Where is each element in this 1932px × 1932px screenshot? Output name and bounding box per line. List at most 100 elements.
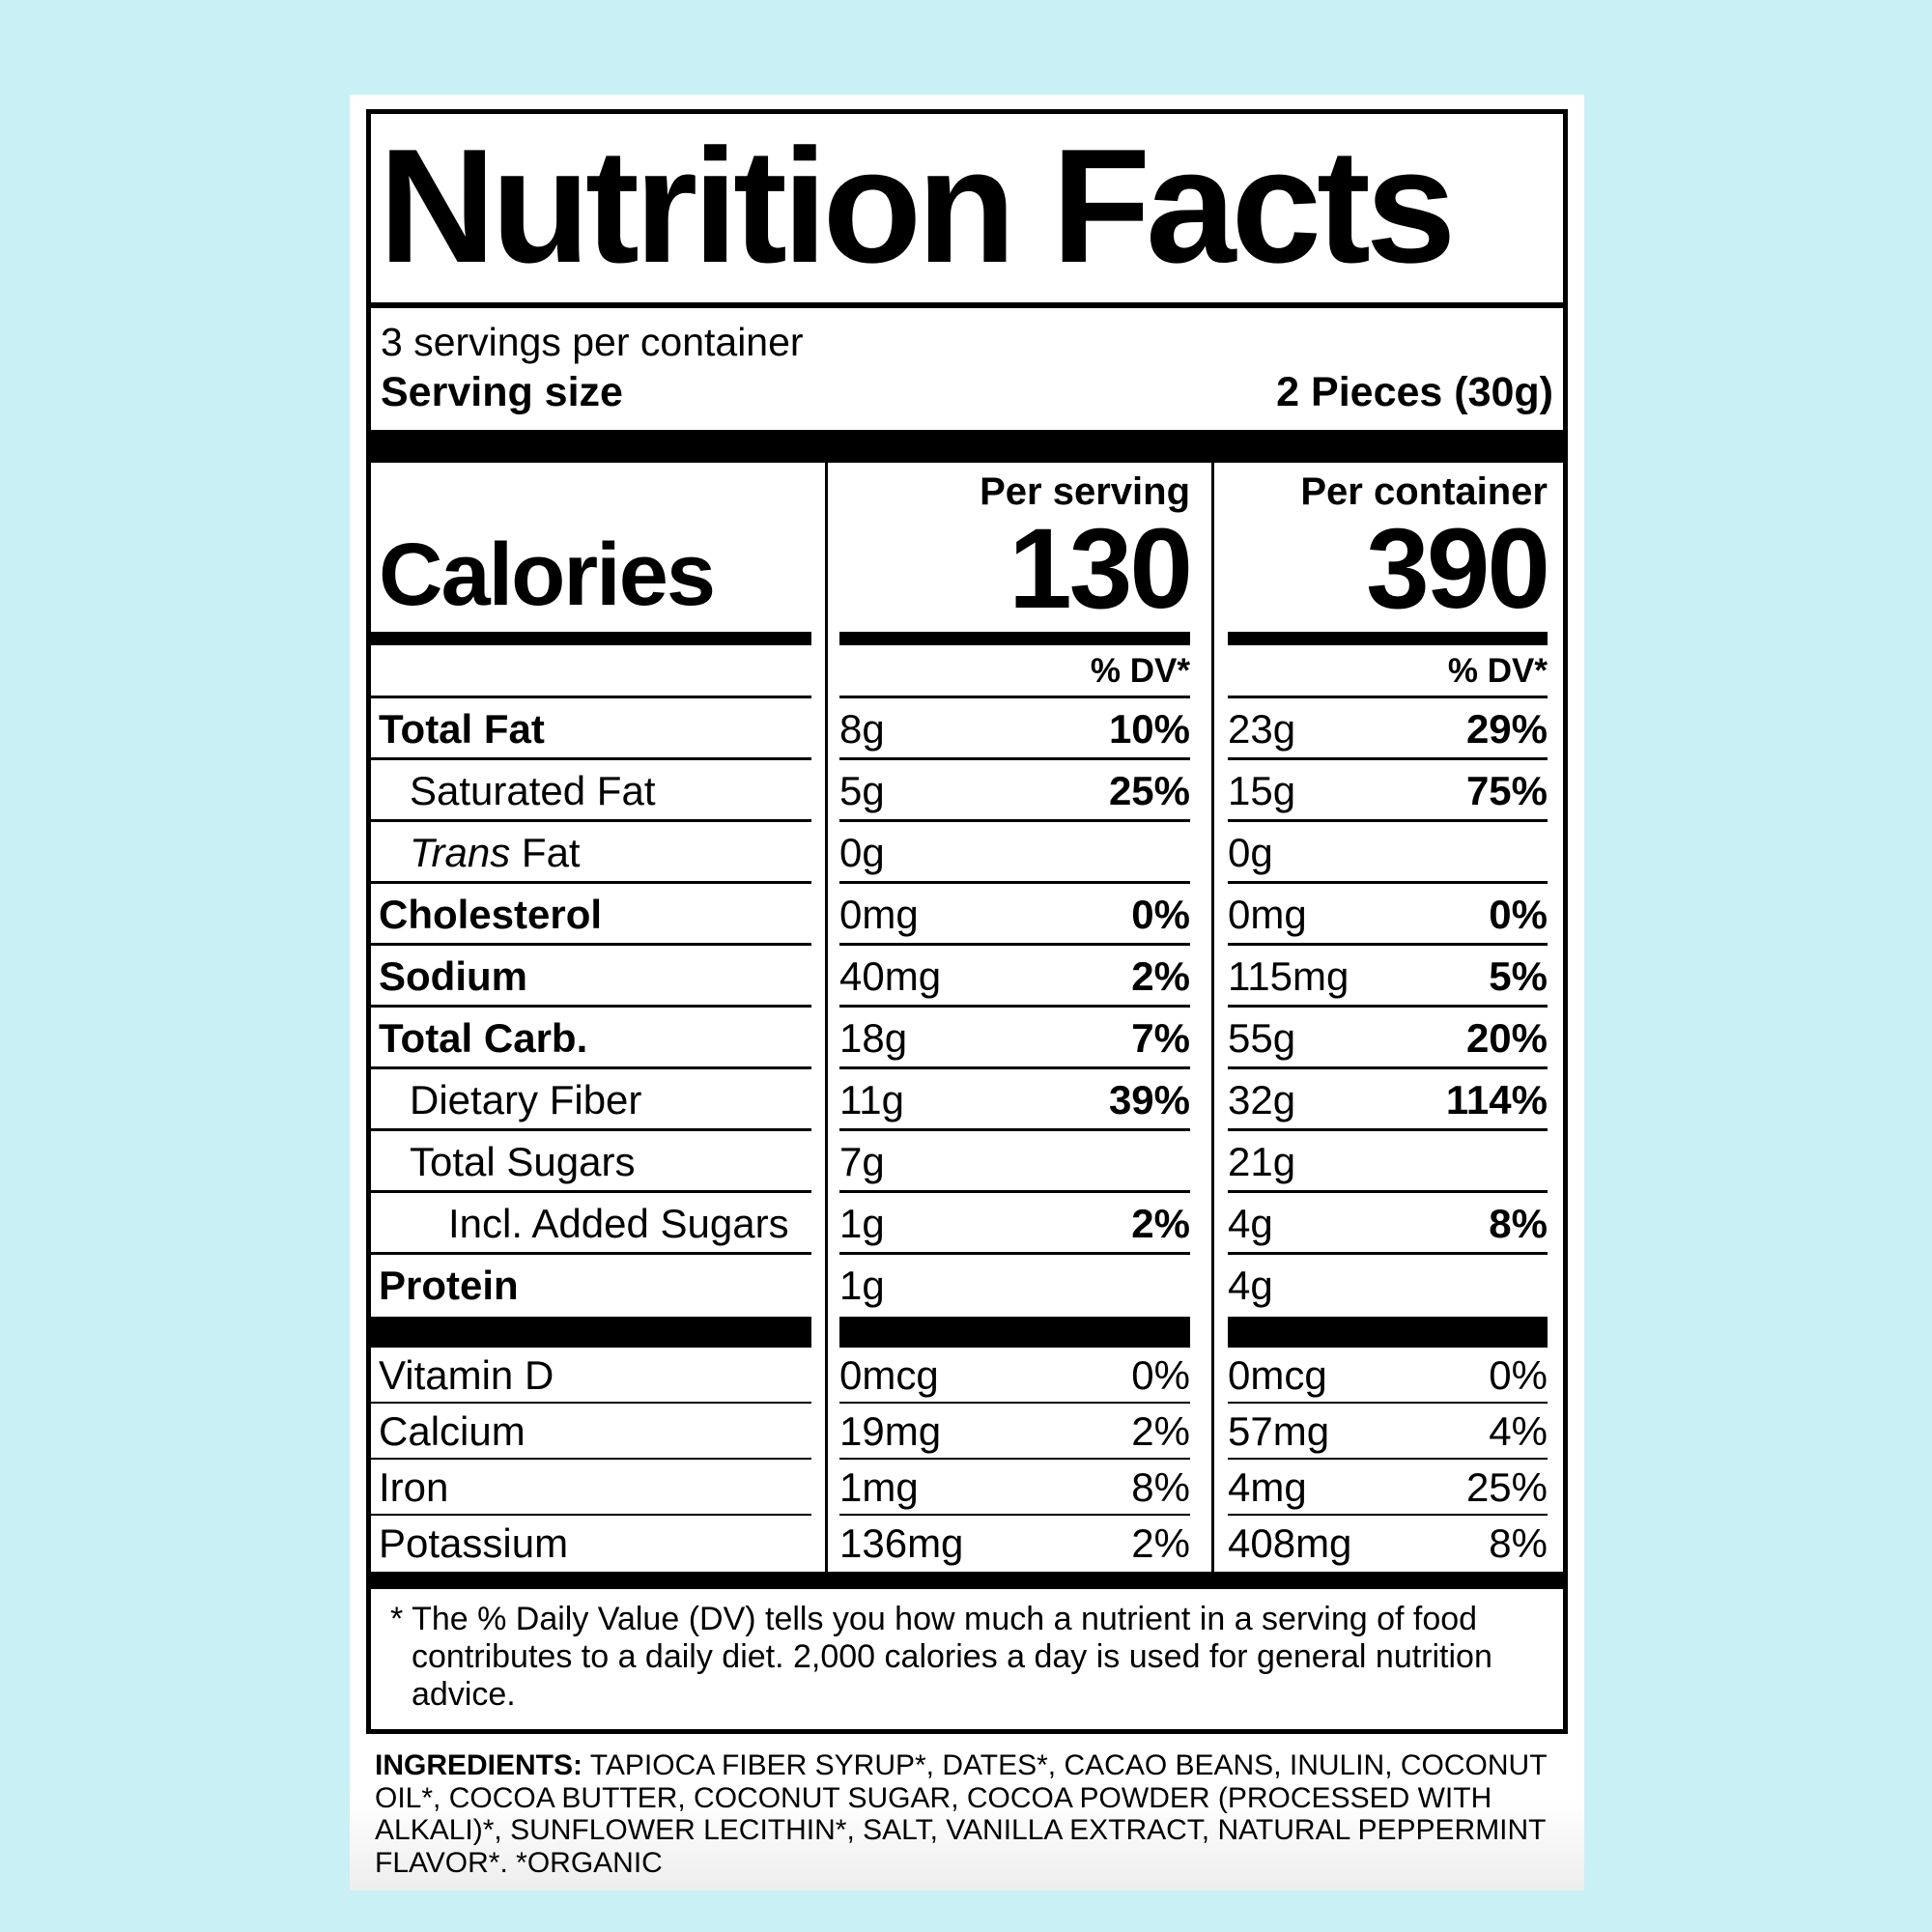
amount-value: 4mg	[1228, 1463, 1307, 1510]
nutrient-name: Saturated Fat	[410, 767, 656, 813]
amount-value: 0g	[839, 829, 885, 875]
amount-value: 4g	[1228, 1262, 1273, 1308]
column-per-container: Per container 390 % DV* 23g 29% 15g 75% 0g 0m…	[1211, 462, 1563, 1572]
amount-value: 115mg	[1228, 952, 1350, 999]
daily-value-percent: 2%	[1131, 952, 1190, 999]
amount-value: 136mg	[839, 1520, 964, 1566]
row-sodium-per-container: 115mg 5%	[1214, 946, 1563, 1008]
nutrient-name: Calcium	[379, 1407, 526, 1454]
per-container-header-cell: Per container 390	[1214, 463, 1563, 632]
row-incl-added-sugars-name: Incl. Added Sugars	[371, 1193, 825, 1255]
row-incl-added-sugars-per-serving: 1g 2%	[828, 1193, 1211, 1255]
daily-value-percent: 29%	[1465, 705, 1548, 752]
amount-value: 0mg	[839, 891, 919, 937]
daily-value-percent: 25%	[1108, 767, 1190, 813]
column-nutrient-names: Calories Total Fat Saturated Fat Trans Fat…	[371, 463, 825, 1572]
daily-value-percent: 8%	[1489, 1520, 1548, 1566]
daily-value-percent: 25%	[1465, 1463, 1548, 1510]
row-protein-per-container: 4g	[1214, 1255, 1563, 1317]
row-total-carb-name: Total Carb.	[371, 1008, 825, 1069]
row-dietary-fiber-name: Dietary Fiber	[371, 1069, 825, 1131]
row-iron-name: Iron	[371, 1460, 825, 1516]
row-total-fat-name: Total Fat	[371, 698, 825, 760]
amount-value: 32g	[1228, 1076, 1296, 1122]
nutrient-name: Total Sugars	[410, 1138, 636, 1184]
row-protein-per-serving: 1g	[828, 1255, 1211, 1317]
daily-value-percent: 75%	[1465, 767, 1548, 813]
calories-per-serving-value: 130	[1009, 504, 1193, 633]
daily-value-percent: 5%	[1489, 952, 1548, 999]
row-calcium-per-serving: 19mg 2%	[828, 1404, 1211, 1460]
amount-value: 57mg	[1228, 1407, 1330, 1454]
row-cholesterol-name: Cholesterol	[371, 884, 825, 946]
daily-value-percent: 0%	[1131, 1351, 1190, 1398]
amount-value: 40mg	[839, 952, 942, 999]
amount-value: 1g	[839, 1200, 885, 1246]
daily-value-percent: 2%	[1131, 1520, 1190, 1566]
amount-value: 7g	[839, 1138, 885, 1184]
label-panel: Nutrition Facts 3 servings per container…	[350, 95, 1584, 1891]
daily-value-percent: 0%	[1489, 1351, 1548, 1398]
dv-footnote: * The % Daily Value (DV) tells you how m…	[371, 1589, 1563, 1729]
row-dietary-fiber-per-serving: 11g 39%	[828, 1069, 1211, 1131]
daily-value-percent: 7%	[1131, 1014, 1190, 1061]
row-vitamin-d-per-container: 0mcg 0%	[1214, 1348, 1563, 1404]
row-total-fat-per-serving: 8g 10%	[828, 698, 1211, 760]
amount-value: 0g	[1228, 829, 1273, 875]
row-sodium-per-serving: 40mg 2%	[828, 946, 1211, 1008]
calories-label-cell: Calories	[371, 463, 825, 632]
nutrient-name: Vitamin D	[379, 1351, 554, 1398]
ingredients-label: INGREDIENTS:	[375, 1749, 583, 1781]
row-trans-fat-name: Trans Fat	[371, 822, 825, 884]
daily-value-percent: 0%	[1489, 891, 1548, 937]
micronutrient-divider-bar	[839, 1316, 1190, 1348]
column-per-serving: Per serving 130 % DV* 8g 10% 5g 25% 0g 0mg 0% 4…	[825, 462, 1211, 1572]
row-iron-per-serving: 1mg 8%	[828, 1460, 1211, 1516]
dv-header-per-serving: % DV*	[828, 645, 1211, 698]
row-trans-fat-per-container: 0g	[1214, 822, 1563, 884]
nutrient-name: Iron	[379, 1463, 449, 1510]
calories-per-container-value: 390	[1366, 504, 1550, 633]
amount-value: 15g	[1228, 767, 1296, 813]
amount-value: 11g	[839, 1076, 904, 1122]
row-vitamin-d-per-serving: 0mcg 0%	[828, 1348, 1211, 1404]
row-cholesterol-per-serving: 0mg 0%	[828, 884, 1211, 946]
footnote-text: The % Daily Value (DV) tells you how muc…	[412, 1600, 1492, 1713]
row-saturated-fat-per-serving: 5g 25%	[828, 760, 1211, 822]
daily-value-percent: 2%	[1131, 1200, 1190, 1246]
amount-value: 4g	[1228, 1200, 1273, 1246]
nutrient-name: Incl. Added Sugars	[448, 1200, 789, 1246]
calories-label: Calories	[379, 525, 716, 624]
calories-underline-bar	[839, 631, 1190, 645]
amount-value: 1mg	[839, 1463, 919, 1510]
nutrition-table: Calories Total Fat Saturated Fat Trans Fat…	[371, 462, 1563, 1572]
nutrient-name: Total Carb.	[379, 1014, 588, 1061]
nutrient-name: Cholesterol	[379, 891, 603, 937]
row-calcium-per-container: 57mg 4%	[1214, 1404, 1563, 1460]
dv-header-spacer	[371, 645, 825, 698]
micronutrient-divider-bar	[1228, 1316, 1548, 1348]
daily-value-percent: 114%	[1445, 1076, 1548, 1122]
daily-value-percent: 10%	[1108, 705, 1190, 752]
amount-value: 0mg	[1228, 891, 1307, 937]
row-potassium-name: Potassium	[371, 1516, 825, 1572]
nutrient-name: Dietary Fiber	[410, 1076, 642, 1122]
footnote-divider-bar	[371, 1571, 1563, 1589]
per-container-header: Per container	[1300, 469, 1548, 513]
row-incl-added-sugars-per-container: 4g 8%	[1214, 1193, 1563, 1255]
amount-value: 0mcg	[1228, 1351, 1327, 1398]
amount-value: 1g	[839, 1262, 885, 1308]
row-protein-name: Protein	[371, 1255, 825, 1317]
daily-value-percent: 8%	[1131, 1463, 1190, 1510]
nutrient-name: Total Fat	[379, 705, 545, 752]
row-potassium-per-container: 408mg 8%	[1214, 1516, 1563, 1572]
row-dietary-fiber-per-container: 32g 114%	[1214, 1069, 1563, 1131]
amount-value: 19mg	[839, 1407, 942, 1454]
serving-size-value: 2 Pieces (30g)	[1276, 368, 1553, 415]
daily-value-percent: 8%	[1489, 1200, 1548, 1246]
daily-value-percent: 20%	[1465, 1014, 1548, 1061]
row-cholesterol-per-container: 0mg 0%	[1214, 884, 1563, 946]
serving-divider-bar	[371, 429, 1563, 463]
servings-per-container: 3 servings per container	[381, 319, 804, 364]
calories-underline-bar	[1228, 631, 1548, 645]
